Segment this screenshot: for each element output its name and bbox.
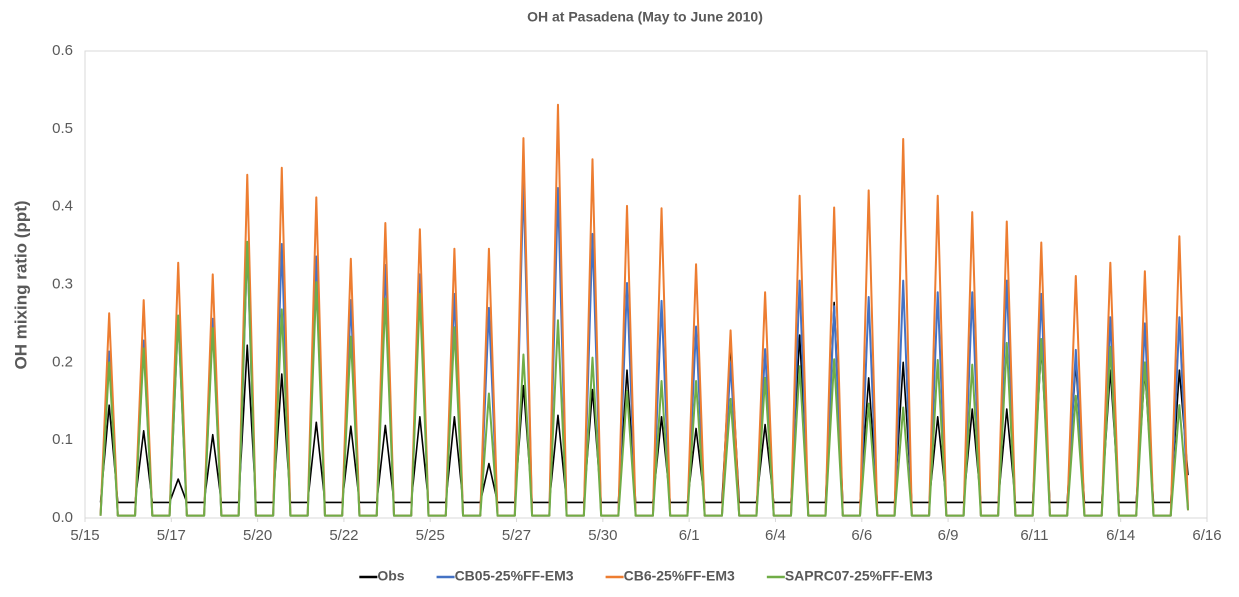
series-line: [99, 240, 1190, 517]
x-tick-label: 6/16: [1192, 527, 1221, 544]
series-line: [99, 103, 1190, 517]
x-tick-label: 6/1: [679, 527, 700, 544]
x-tick-label: 5/15: [70, 527, 99, 544]
y-tick-label: 0.3: [52, 275, 73, 292]
x-tick-label: 6/14: [1106, 527, 1135, 544]
x-tick-label: 6/11: [1020, 527, 1048, 544]
x-tick-label: 5/22: [329, 527, 358, 544]
legend-label: Obs: [377, 568, 404, 584]
x-tick-label: 6/4: [765, 527, 786, 544]
series-line: [99, 179, 1190, 517]
x-tick-label: 6/9: [938, 527, 959, 544]
y-tick-label: 0.6: [52, 42, 73, 59]
x-tick-label: 6/6: [851, 527, 872, 544]
x-tick-label: 5/27: [502, 527, 531, 544]
y-tick-label: 0.0: [52, 509, 73, 526]
x-tick-label: 5/25: [416, 527, 445, 544]
x-tick-label: 5/20: [243, 527, 272, 544]
series-line: [99, 301, 1189, 504]
legend-label: SAPRC07-25%FF-EM3: [785, 568, 933, 584]
x-tick-label: 5/30: [588, 527, 617, 544]
y-axis-label: OH mixing ratio (ppt): [11, 200, 30, 369]
legend-label: CB6-25%FF-EM3: [624, 568, 735, 584]
y-tick-label: 0.4: [52, 198, 73, 215]
legend-label: CB05-25%FF-EM3: [455, 568, 574, 584]
y-tick-label: 0.5: [52, 120, 73, 137]
plot-frame: [84, 50, 1208, 519]
y-tick-label: 0.2: [52, 353, 73, 370]
y-tick-label: 0.1: [52, 431, 73, 448]
legend: Obs CB05-25%FF-EM3 CB6-25%FF-EM3 SAPRC07-25…: [359, 568, 933, 584]
chart-title: OH at Pasadena (May to June 2010): [527, 9, 763, 25]
x-tick-label: 5/17: [157, 527, 186, 544]
